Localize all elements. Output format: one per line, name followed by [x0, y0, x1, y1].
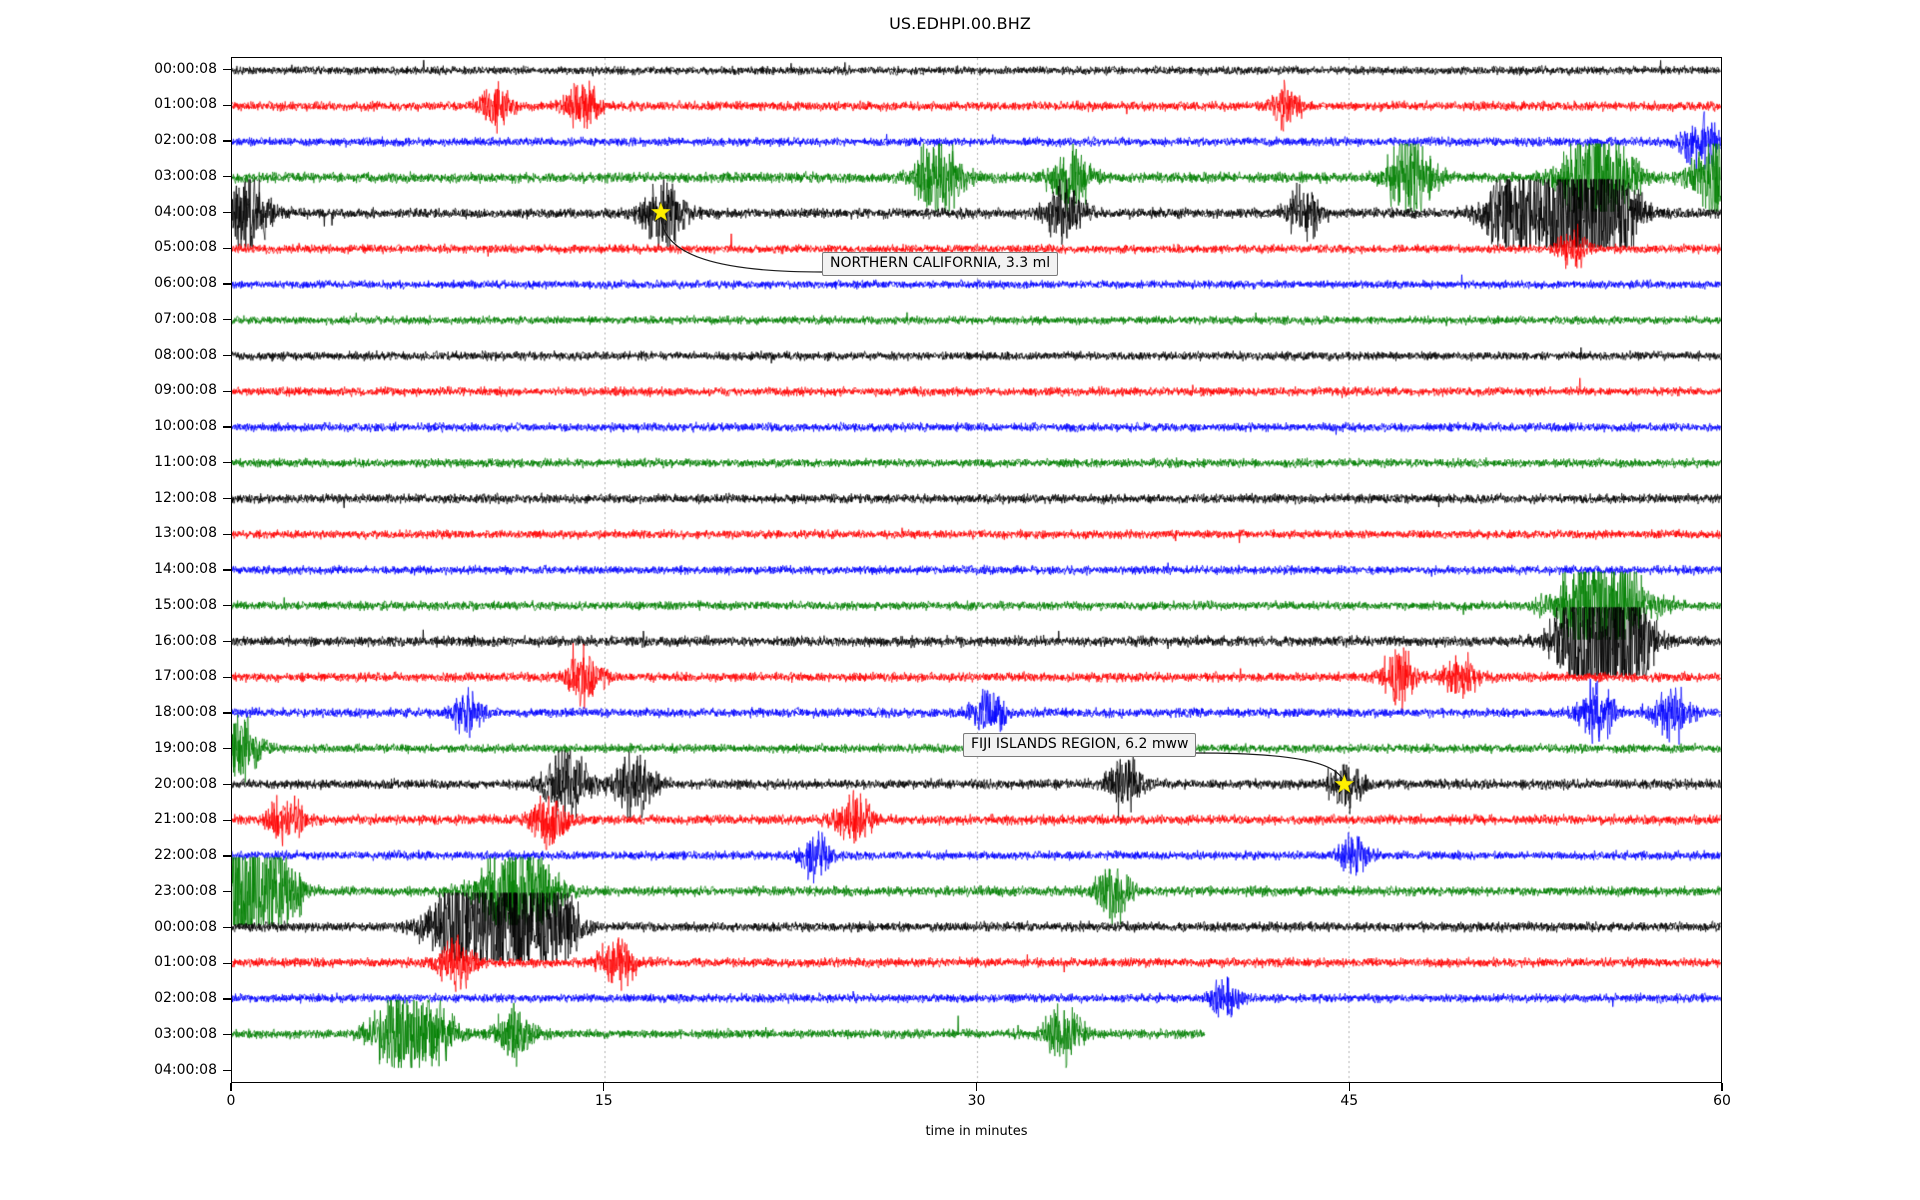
y-tick-mark	[223, 426, 231, 428]
y-tick-mark	[223, 354, 231, 357]
y-tick-mark	[223, 319, 231, 321]
y-tick-mark	[223, 855, 231, 857]
y-tick-mark	[223, 783, 231, 786]
y-tick-mark	[223, 1069, 231, 1072]
y-tick-mark	[223, 962, 231, 964]
y-tick-label: 05:00:08	[154, 239, 217, 256]
y-tick-label: 00:00:08	[154, 60, 217, 77]
y-tick-mark	[223, 891, 231, 893]
x-tick-label: 0	[226, 1093, 236, 1109]
y-tick-mark	[223, 998, 231, 1000]
y-tick-mark	[223, 926, 231, 929]
y-tick-mark	[223, 283, 231, 285]
y-tick-label: 20:00:08	[154, 775, 217, 792]
y-tick-mark	[223, 533, 231, 535]
y-tick-label: 17:00:08	[154, 668, 217, 685]
y-tick-label: 12:00:08	[154, 489, 217, 506]
y-tick-mark	[223, 104, 231, 106]
y-tick-label: 15:00:08	[154, 596, 217, 613]
y-tick-label: 18:00:08	[154, 704, 217, 720]
x-tick-label: 30	[967, 1093, 986, 1109]
x-tick-mark	[230, 1083, 232, 1091]
y-tick-label: 09:00:08	[154, 382, 217, 399]
x-tick-mark	[603, 1083, 605, 1091]
y-tick-mark	[223, 1034, 231, 1036]
y-tick-mark	[223, 176, 231, 178]
y-tick-label: 10:00:08	[154, 418, 217, 434]
y-tick-label: 23:00:08	[154, 882, 217, 899]
y-tick-label: 08:00:08	[154, 346, 217, 363]
x-tick-label: 15	[594, 1093, 613, 1109]
y-tick-label: 03:00:08	[154, 1025, 217, 1042]
y-tick-mark	[223, 819, 231, 821]
x-tick-mark	[1721, 1083, 1723, 1091]
y-tick-label: 02:00:08	[154, 990, 217, 1006]
y-tick-label: 21:00:08	[154, 811, 217, 828]
y-tick-label: 01:00:08	[154, 954, 217, 971]
y-tick-label: 07:00:08	[154, 310, 217, 327]
x-tick-label: 60	[1713, 1093, 1731, 1109]
y-tick-label: 13:00:08	[154, 525, 217, 542]
y-tick-label: 06:00:08	[154, 275, 217, 291]
y-tick-label: 14:00:08	[154, 561, 217, 577]
page-title: US.EDHPI.00.BHZ	[889, 14, 1031, 33]
y-tick-mark	[223, 247, 231, 249]
y-tick-mark	[223, 140, 231, 142]
x-tick-label: 45	[1340, 1093, 1359, 1109]
y-tick-mark	[223, 640, 231, 643]
x-tick-mark	[975, 1083, 978, 1091]
y-tick-mark	[223, 676, 231, 678]
x-tick-mark	[1348, 1083, 1350, 1091]
y-tick-label: 04:00:08	[154, 203, 217, 220]
y-tick-mark	[223, 605, 231, 607]
y-tick-mark	[223, 569, 231, 571]
y-tick-label: 02:00:08	[154, 132, 217, 148]
plot-axes	[231, 57, 1722, 1083]
y-tick-label: 01:00:08	[154, 96, 217, 113]
y-tick-label: 22:00:08	[154, 847, 217, 863]
y-tick-mark	[223, 462, 231, 464]
y-tick-mark	[223, 712, 231, 714]
y-tick-mark	[223, 68, 231, 71]
y-tick-mark	[223, 748, 231, 750]
y-tick-mark	[223, 211, 231, 214]
waveform-canvas	[232, 58, 1721, 1082]
x-axis-label: time in minutes	[925, 1124, 1028, 1139]
y-tick-label: 04:00:08	[154, 1061, 217, 1078]
y-tick-label: 03:00:08	[154, 167, 217, 184]
y-tick-mark	[223, 497, 231, 500]
y-tick-label: 11:00:08	[154, 453, 217, 470]
y-tick-label: 00:00:08	[154, 918, 217, 935]
y-tick-label: 16:00:08	[154, 632, 217, 649]
y-tick-label: 19:00:08	[154, 739, 217, 756]
y-tick-mark	[223, 390, 231, 392]
